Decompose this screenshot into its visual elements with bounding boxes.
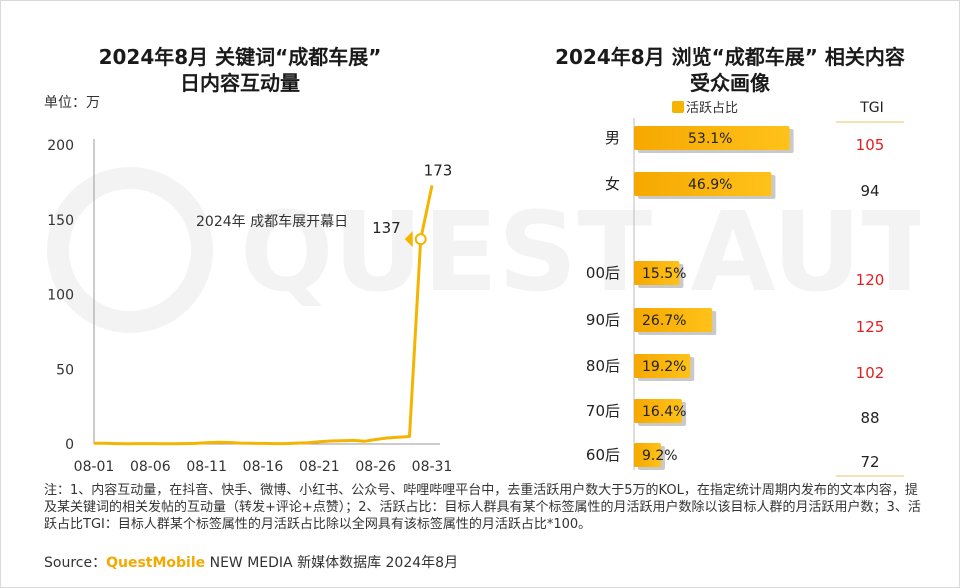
annotation-arrow <box>404 231 413 248</box>
bar-2 <box>634 261 680 285</box>
series-line <box>94 185 434 446</box>
bar-value-label: 19.2% <box>642 359 686 375</box>
tgi-value: 102 <box>856 364 885 382</box>
tgi-value: 72 <box>860 453 879 471</box>
source-brand: QuestMobile <box>106 555 206 571</box>
unit-label: 单位：万 <box>44 95 100 111</box>
legend-label: 活跃占比 <box>686 101 739 116</box>
tgi-value: 105 <box>856 136 885 154</box>
x-tick-label: 08-26 <box>355 459 396 475</box>
bar-chart: 53.1% 男 105 46.9% 女 94 15.5% 00后 120 26.7% 90后 125 1… <box>586 118 904 477</box>
bar-category-label: 80后 <box>586 357 620 375</box>
y-tick-label: 0 <box>65 437 74 453</box>
bar-legend: 活跃占比 <box>672 97 738 116</box>
left-title-line1: 2024年8月 关键词“成都车展” <box>98 45 382 69</box>
bar-value-label: 15.5% <box>642 266 686 282</box>
source-line: Source：QuestMobile NEW MEDIA 新媒体数据库 2024… <box>44 552 458 572</box>
right-chart-title: 2024年8月 浏览“成都车展” 相关内容 受众画像 <box>520 44 940 96</box>
bar-0 <box>634 126 790 150</box>
bar-value-label: 16.4% <box>642 404 686 420</box>
bar-value-label: 9.2% <box>642 448 678 464</box>
highlight-point <box>414 233 427 246</box>
bar-category-label: 女 <box>605 175 620 193</box>
bar-value-label: 46.9% <box>688 177 732 193</box>
bar-category-label: 70后 <box>586 402 620 420</box>
bar-value-label: 26.7% <box>642 313 686 329</box>
x-tick-label: 08-16 <box>243 459 284 475</box>
bar-1 <box>634 172 772 196</box>
left-title-line2: 日内容互动量 <box>180 71 300 95</box>
x-tick-label: 08-21 <box>299 459 340 475</box>
x-tick-label: 08-01 <box>74 459 115 475</box>
y-tick-label: 200 <box>47 138 74 154</box>
tgi-value: 120 <box>856 271 885 289</box>
bar-5 <box>634 399 683 423</box>
bar-3 <box>634 308 713 332</box>
bar-6 <box>634 443 661 467</box>
right-title-line2: 受众画像 <box>690 71 770 95</box>
x-tick-label: 08-31 <box>412 459 453 475</box>
bar-category-label: 60后 <box>586 446 620 464</box>
tgi-value: 94 <box>860 182 879 200</box>
data-label: 137 <box>372 219 401 237</box>
y-tick-label: 50 <box>56 362 74 378</box>
source-suffix: NEW MEDIA 新媒体数据库 2024年8月 <box>205 555 459 571</box>
tgi-header: TGI <box>860 100 884 116</box>
bar-value-label: 53.1% <box>688 131 732 147</box>
footnotes: 注：1、内容互动量，在抖音、快手、微博、小红书、公众号、哔哩哔哩平台中，去重活跃… <box>44 483 921 532</box>
source-prefix: Source： <box>44 555 107 571</box>
data-label: 173 <box>424 161 453 179</box>
x-tick-label: 08-06 <box>130 459 171 475</box>
line-chart: 0 50 100 150 200 08-01 08-06 08-11 08-16 08-21 08-… <box>47 138 453 475</box>
bar-category-label: 男 <box>605 129 620 147</box>
tgi-value: 125 <box>856 318 885 336</box>
bar-category-label: 90后 <box>586 311 620 329</box>
y-tick-label: 100 <box>47 288 74 304</box>
tgi-value: 88 <box>860 409 879 427</box>
right-title-line1: 2024年8月 浏览“成都车展” 相关内容 <box>555 45 905 69</box>
y-tick-label: 150 <box>47 213 74 229</box>
bar-4 <box>634 354 691 378</box>
annotation-text: 2024年 成都车展开幕日 <box>196 213 348 230</box>
x-tick-label: 08-11 <box>186 459 227 475</box>
bar-category-label: 00后 <box>586 264 620 282</box>
left-chart-title: 2024年8月 关键词“成都车展” 日内容互动量 <box>40 44 440 96</box>
legend-swatch <box>672 100 684 113</box>
